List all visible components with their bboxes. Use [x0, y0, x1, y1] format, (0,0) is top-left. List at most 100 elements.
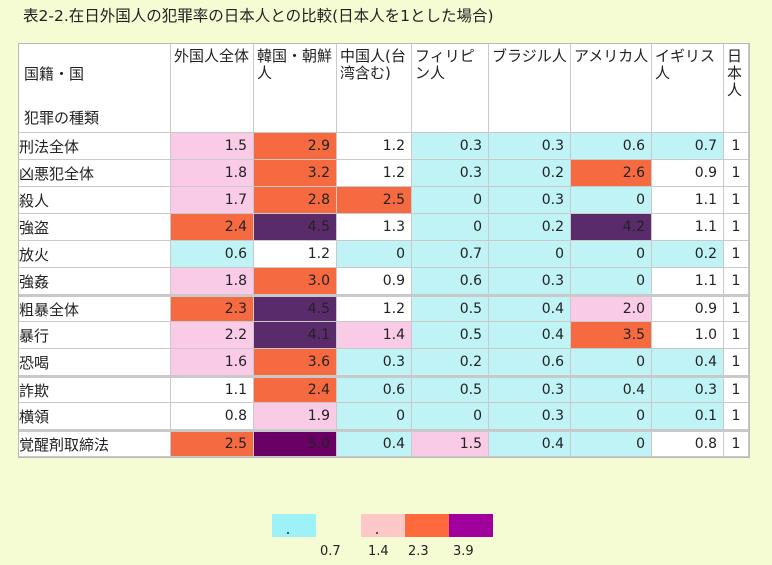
value-cell: 1: [724, 403, 749, 430]
value-cell: 2.9: [254, 133, 337, 160]
value-cell: 1: [724, 430, 749, 457]
legend-label-1-4: 1.4: [368, 544, 389, 559]
value-cell: 4.1: [254, 322, 337, 349]
value-cell: 0.8: [652, 430, 724, 457]
row-label: 暴行: [19, 322, 171, 349]
value-cell: 2.5: [337, 187, 412, 214]
value-cell: 0.7: [412, 241, 489, 268]
value-cell: 1: [724, 214, 749, 241]
value-cell: 0.3: [489, 268, 571, 295]
value-cell: 0.3: [489, 133, 571, 160]
value-cell: 0.6: [171, 241, 254, 268]
col-header-korean: 韓国・朝鮮人: [254, 44, 337, 133]
row-label: 放火: [19, 241, 171, 268]
value-cell: 3.5: [571, 322, 652, 349]
table-row: 恐喝 1.6 3.6 0.3 0.2 0.6 0 0.4 1: [19, 349, 749, 376]
value-cell: 0.2: [652, 241, 724, 268]
value-cell: 1.0: [652, 322, 724, 349]
row-label: 横領: [19, 403, 171, 430]
value-cell: 0: [337, 241, 412, 268]
value-cell: 3.6: [254, 349, 337, 376]
col-header-chinese: 中国人(台湾含む): [337, 44, 412, 133]
col-header-foreign-total: 外国人全体: [171, 44, 254, 133]
value-cell: 1.1: [652, 268, 724, 295]
value-cell: 1.2: [337, 295, 412, 322]
table-row: 粗暴全体 2.3 4.5 1.2 0.5 0.4 2.0 0.9 1: [19, 295, 749, 322]
corner-crime-type-label: 犯罪の種類: [24, 109, 100, 127]
table-row: 放火 0.6 1.2 0 0.7 0 0 0.2 1: [19, 241, 749, 268]
value-cell: 0.7: [652, 133, 724, 160]
value-cell: 1.1: [652, 187, 724, 214]
value-cell: 0.3: [489, 403, 571, 430]
table-row: 覚醒剤取締法 2.5 5.0 0.4 1.5 0.4 0 0.8 1: [19, 430, 749, 457]
table-row: 刑法全体 1.5 2.9 1.2 0.3 0.3 0.6 0.7 1: [19, 133, 749, 160]
value-cell: 0: [489, 241, 571, 268]
value-cell: 0.6: [412, 268, 489, 295]
value-cell: 0: [412, 187, 489, 214]
row-label: 覚醒剤取締法: [19, 430, 171, 457]
value-cell: 0.6: [489, 349, 571, 376]
value-cell: 0.8: [171, 403, 254, 430]
row-label: 凶悪犯全体: [19, 160, 171, 187]
value-cell: 1.1: [652, 214, 724, 241]
corner-header: 国籍・国 犯罪の種類: [19, 44, 171, 133]
value-cell: 1: [724, 187, 749, 214]
value-cell: 0.1: [652, 403, 724, 430]
value-cell: 1.7: [171, 187, 254, 214]
value-cell: 3.0: [254, 268, 337, 295]
value-cell: 1: [724, 322, 749, 349]
table-body: 刑法全体 1.5 2.9 1.2 0.3 0.3 0.6 0.7 1 凶悪犯全体 1.8 3.2 1.2…: [19, 133, 749, 457]
legend-label-0-7: 0.7: [320, 544, 341, 559]
table-row: 強姦 1.8 3.0 0.9 0.6 0.3 0 1.1 1: [19, 268, 749, 295]
value-cell: 1.2: [254, 241, 337, 268]
value-cell: 0.9: [652, 295, 724, 322]
value-cell: 1: [724, 349, 749, 376]
value-cell: 0.6: [571, 133, 652, 160]
header-row: 国籍・国 犯罪の種類 外国人全体 韓国・朝鮮人 中国人(台湾含む) フィリピン人…: [19, 44, 749, 133]
col-header-brazilian: ブラジル人: [489, 44, 571, 133]
corner-nationality-label: 国籍・国: [24, 65, 85, 83]
value-cell: 2.2: [171, 322, 254, 349]
value-cell: 2.4: [254, 376, 337, 403]
value-cell: 0.4: [652, 349, 724, 376]
chart-title: 表2-2.在日外国人の犯罪率の日本人との比較(日本人を1とした場合): [23, 7, 494, 25]
value-cell: 2.5: [171, 430, 254, 457]
value-cell: 0: [412, 403, 489, 430]
value-cell: 2.6: [571, 160, 652, 187]
value-cell: 1.5: [412, 430, 489, 457]
value-cell: 1.2: [337, 133, 412, 160]
row-label: 詐欺: [19, 376, 171, 403]
row-label: 刑法全体: [19, 133, 171, 160]
legend-swatch-purple: [449, 514, 493, 537]
value-cell: 1.3: [337, 214, 412, 241]
value-cell: 0.3: [489, 187, 571, 214]
value-cell: 0: [571, 349, 652, 376]
value-cell: 0.3: [412, 160, 489, 187]
value-cell: 2.8: [254, 187, 337, 214]
value-cell: 1: [724, 241, 749, 268]
col-header-british: イギリス人: [652, 44, 724, 133]
col-header-american: アメリカ人: [571, 44, 652, 133]
value-cell: 4.2: [571, 214, 652, 241]
row-label: 殺人: [19, 187, 171, 214]
value-cell: 1: [724, 160, 749, 187]
col-header-japanese: 日本人: [724, 44, 749, 133]
table-row: 強盗 2.4 4.5 1.3 0 0.2 4.2 1.1 1: [19, 214, 749, 241]
legend-label-3-9: 3.9: [453, 544, 474, 559]
value-cell: 0.2: [489, 160, 571, 187]
value-cell: 1.2: [337, 160, 412, 187]
value-cell: 0.5: [412, 322, 489, 349]
value-cell: 2.4: [171, 214, 254, 241]
row-label: 強盗: [19, 214, 171, 241]
value-cell: 1: [724, 268, 749, 295]
value-cell: 0.2: [412, 349, 489, 376]
table-row: 詐欺 1.1 2.4 0.6 0.5 0.3 0.4 0.3 1: [19, 376, 749, 403]
value-cell: 0.9: [337, 268, 412, 295]
value-cell: 0.4: [489, 430, 571, 457]
value-cell: 5.0: [254, 430, 337, 457]
value-cell: 1.8: [171, 160, 254, 187]
legend-swatch-light-blue: [272, 514, 316, 537]
value-cell: 2.3: [171, 295, 254, 322]
value-cell: 0: [571, 187, 652, 214]
value-cell: 1.6: [171, 349, 254, 376]
